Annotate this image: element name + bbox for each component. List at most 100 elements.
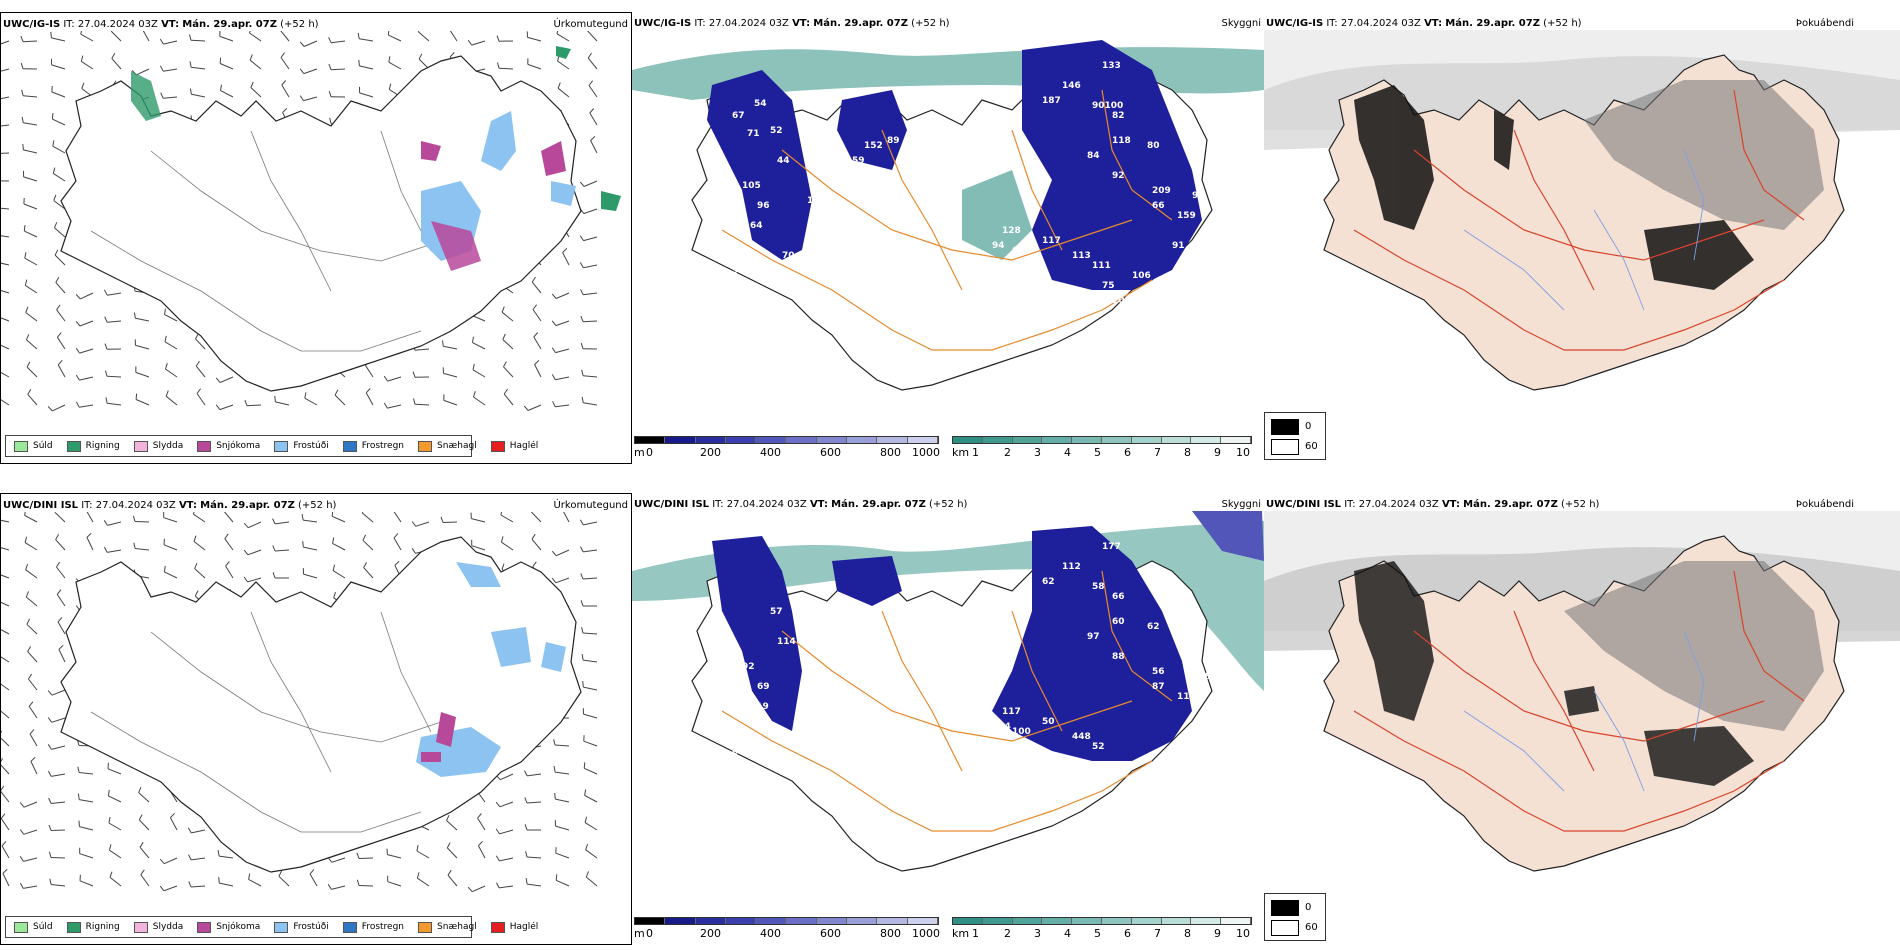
wind-barb (79, 880, 94, 887)
colorbar-segment (1072, 437, 1102, 443)
wind-barb-flag (249, 31, 251, 34)
wind-barb-flag (449, 52, 455, 58)
wind-barb (224, 538, 234, 551)
wind-barb (362, 539, 374, 551)
wind-barb-flag (302, 541, 304, 548)
wind-barb-flag (442, 340, 444, 347)
wind-barb-flag (243, 522, 249, 529)
visibility-value-label: 88 (1112, 652, 1125, 662)
panel-title: UWC/DINI ISL IT: 27.04.2024 03Z VT: Mán.… (3, 500, 337, 511)
wind-barb (332, 542, 346, 551)
wind-barb-flag (48, 824, 52, 831)
wind-barb-flag (580, 600, 584, 607)
wind-barb-flag (103, 520, 108, 526)
visibility-value-label: 97 (767, 271, 780, 281)
wind-barb (583, 686, 598, 691)
wind-barb-flag (24, 536, 28, 543)
wind-barb-flag (75, 347, 81, 354)
wind-barb (164, 314, 178, 322)
wind-barb-flag (281, 80, 287, 86)
legend-label: Frostúði (293, 922, 329, 932)
wind-barb (393, 537, 402, 551)
wind-barb (417, 877, 430, 887)
wind-barb-flag (500, 512, 503, 516)
wind-barb-flag (556, 31, 559, 34)
wind-barb (388, 34, 402, 42)
fog-legend: 0 60 (1264, 893, 1326, 941)
wind-barb (86, 537, 94, 551)
wind-barb (280, 57, 290, 70)
wind-barb (30, 761, 38, 775)
colorbar-segment (1191, 437, 1222, 443)
wind-barb (562, 252, 570, 266)
visibility-value-label: 105 (742, 181, 761, 191)
wind-barb (530, 512, 542, 523)
wind-barb (1, 317, 10, 322)
wind-barb-flag (103, 289, 108, 296)
wind-barb (219, 855, 234, 859)
wind-barb-flag (57, 332, 62, 338)
wind-barb (248, 878, 262, 887)
wind-barb-flag (580, 546, 584, 553)
wind-barb-flag (554, 793, 556, 800)
wind-barb-flag (358, 59, 360, 66)
wind-barb-flag (194, 562, 198, 569)
wind-barb (195, 365, 206, 378)
visibility-value-label: 89 (887, 136, 900, 146)
wind-barb (247, 521, 262, 529)
wind-barb-flag (478, 840, 483, 846)
wind-barb-flag (503, 361, 507, 368)
wind-barb-flag (192, 512, 195, 515)
panel-title: UWC/IG-IS IT: 27.04.2024 03Z VT: Mán. 29… (3, 19, 319, 30)
wind-barb (51, 64, 66, 70)
wind-barb (219, 376, 234, 383)
wind-barb (449, 31, 458, 42)
visibility-value-label: 187 (1042, 96, 1061, 106)
wind-barb (563, 512, 570, 523)
panel-type-label: Skyggni (1221, 499, 1261, 510)
wind-barb (471, 40, 486, 46)
wind-barb-flag (357, 32, 360, 39)
wind-barb-flag (299, 95, 304, 101)
wind-barb (331, 885, 346, 890)
precip-areas-top (131, 46, 621, 271)
wind-barb (583, 264, 598, 269)
visibility-value-label: 106 (1132, 271, 1151, 281)
wind-barb-flag (27, 389, 32, 395)
wind-barb (193, 513, 206, 523)
legend-label: Haglél (509, 441, 539, 451)
wind-barb (582, 577, 598, 580)
wind-barb (135, 548, 150, 551)
wind-barb-flag (495, 855, 500, 862)
wind-barb-flag (363, 562, 368, 568)
visibility-value-label: 90100 (1092, 101, 1123, 111)
wind-barb-flag (75, 294, 81, 300)
wind-barb-flag (473, 391, 476, 398)
wind-barb (330, 68, 346, 71)
legend-swatch (342, 921, 357, 933)
visibility-value-label: 146 (1062, 81, 1081, 91)
wind-barb (1, 764, 10, 775)
visibility-value-label: 91 (807, 677, 820, 687)
wind-barb-flag (356, 879, 360, 886)
wind-barb (499, 885, 514, 889)
wind-barb (582, 632, 598, 635)
panel-title: UWC/DINI ISL IT: 27.04.2024 03Z VT: Mán.… (634, 499, 968, 510)
wind-barb-flag (500, 536, 504, 543)
colorbar-segment (635, 918, 666, 924)
wind-barb (27, 394, 38, 406)
wind-barb-flag (553, 739, 556, 746)
wind-barb-flag (388, 83, 392, 90)
visibility-value-label: 50 (1042, 717, 1055, 727)
wind-barb (57, 621, 66, 635)
wind-barb-flag (159, 65, 164, 72)
wind-barb-flag (75, 374, 80, 381)
wind-barb (165, 395, 178, 406)
wind-barb (25, 569, 38, 579)
wind-barb (583, 767, 598, 775)
colorbar-segment (982, 918, 1013, 924)
panel-title: UWC/DINI ISL IT: 27.04.2024 03Z VT: Mán.… (1266, 499, 1600, 510)
wind-barb (555, 852, 570, 859)
wind-barb (585, 849, 598, 859)
